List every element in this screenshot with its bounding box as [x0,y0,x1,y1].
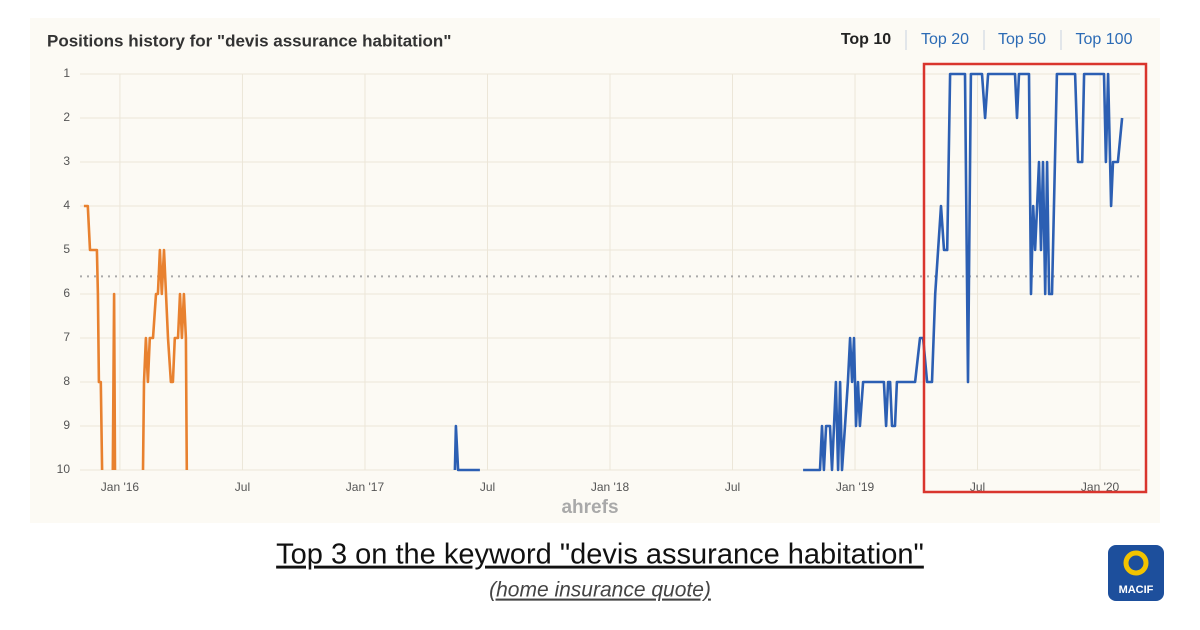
tab[interactable]: Top 50 [998,31,1046,48]
y-tick-label: 3 [63,154,70,168]
y-tick-label: 4 [63,198,70,212]
y-tick-label: 1 [63,66,70,80]
chart-title: Positions history for "devis assurance h… [47,31,451,50]
x-tick-label: Jul [725,480,740,494]
tab[interactable]: Top 20 [921,31,969,48]
x-tick-label: Jul [235,480,250,494]
chart-panel [30,18,1160,523]
x-tick-label: Jan '16 [101,480,140,494]
y-tick-label: 5 [63,242,70,256]
logo-text: MACIF [1119,584,1154,596]
y-tick-label: 9 [63,418,70,432]
tab[interactable]: Top 100 [1076,31,1133,48]
tab-bar: Top 10 Top 20 Top 50 Top 100 [841,30,1133,50]
line-series [453,72,1124,472]
y-tick-label: 8 [63,374,70,388]
x-tick-label: Jan '19 [836,480,875,494]
x-tick-label: Jan '17 [346,480,385,494]
x-tick-label: Jan '20 [1081,480,1120,494]
line-series [83,204,189,471]
y-tick-label: 2 [63,110,70,124]
x-tick-label: Jul [970,480,985,494]
y-tick-label: 7 [63,330,70,344]
y-tick-label: 10 [57,462,71,476]
tab[interactable]: Top 10 [841,31,891,48]
x-tick-label: Jul [480,480,495,494]
caption: Top 3 on the keyword "devis assurance ha… [276,539,924,571]
logo: MACIF [1108,545,1164,601]
logo-icon [1123,550,1149,576]
watermark: ahrefs [561,497,618,518]
y-tick-label: 6 [63,286,70,300]
highlight-box [922,62,1148,494]
subcaption: (home insurance quote) [489,579,711,602]
plot-area: 1 2 3 4 5 6 7 8 9 10 Jan '16 Jul Jan '17 Jul Jan '18 Ju… [57,66,1140,494]
x-tick-label: Jan '18 [591,480,630,494]
